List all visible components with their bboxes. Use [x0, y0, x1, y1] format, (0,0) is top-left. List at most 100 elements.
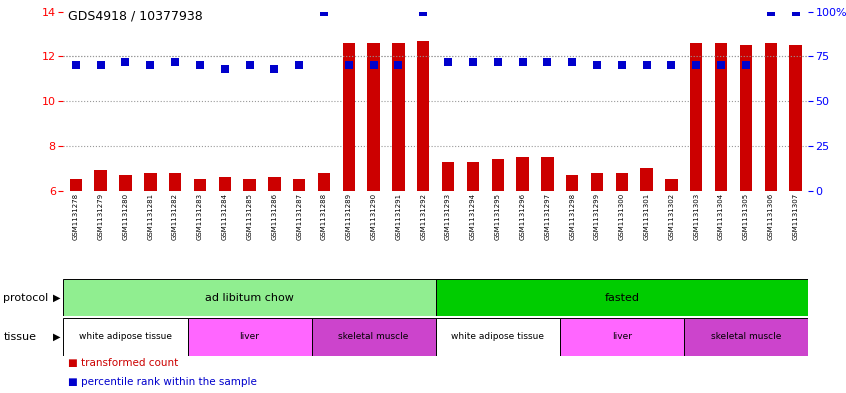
Point	[541, 59, 554, 65]
Bar	[739, 45, 752, 191]
Bar	[69, 180, 82, 191]
Text: ▶: ▶	[53, 293, 61, 303]
Bar	[318, 173, 330, 191]
Bar	[244, 180, 255, 191]
Bar	[541, 157, 553, 191]
Text: GSM1131291: GSM1131291	[395, 193, 402, 241]
Text: white adipose tissue: white adipose tissue	[451, 332, 544, 342]
Bar	[715, 43, 728, 191]
Text: ■ percentile rank within the sample: ■ percentile rank within the sample	[68, 377, 256, 387]
Point	[665, 62, 678, 68]
Point	[442, 59, 455, 65]
Point	[168, 59, 182, 65]
Point	[367, 62, 381, 68]
Text: ▶: ▶	[53, 332, 61, 342]
Bar	[417, 41, 430, 191]
Text: GSM1131287: GSM1131287	[296, 193, 302, 241]
Bar	[690, 43, 702, 191]
Text: liver: liver	[239, 332, 260, 342]
Point	[267, 66, 281, 72]
Point	[416, 9, 430, 15]
Point	[193, 62, 206, 68]
Bar	[119, 175, 132, 191]
FancyBboxPatch shape	[311, 318, 436, 356]
Bar	[194, 180, 206, 191]
FancyBboxPatch shape	[188, 318, 311, 356]
Point	[640, 62, 653, 68]
Point	[565, 59, 579, 65]
Text: liver: liver	[612, 332, 632, 342]
Bar	[616, 173, 628, 191]
FancyBboxPatch shape	[63, 279, 436, 316]
Point	[714, 62, 728, 68]
Bar	[566, 175, 579, 191]
Point	[243, 62, 256, 68]
Text: GSM1131307: GSM1131307	[793, 193, 799, 241]
Text: GSM1131281: GSM1131281	[147, 193, 153, 241]
Bar	[144, 173, 157, 191]
Point	[764, 9, 777, 15]
Text: skeletal muscle: skeletal muscle	[711, 332, 781, 342]
Text: GSM1131301: GSM1131301	[644, 193, 650, 241]
Text: GSM1131299: GSM1131299	[594, 193, 600, 241]
Bar	[591, 173, 603, 191]
Text: GSM1131305: GSM1131305	[743, 193, 749, 241]
Text: skeletal muscle: skeletal muscle	[338, 332, 409, 342]
FancyBboxPatch shape	[436, 279, 808, 316]
Text: GSM1131289: GSM1131289	[346, 193, 352, 241]
Bar	[268, 177, 281, 191]
Text: GSM1131300: GSM1131300	[618, 193, 625, 241]
Text: GSM1131295: GSM1131295	[495, 193, 501, 240]
Point	[739, 62, 753, 68]
Text: fasted: fasted	[604, 293, 640, 303]
Text: GSM1131303: GSM1131303	[693, 193, 700, 241]
Point	[118, 59, 132, 65]
Bar	[393, 43, 404, 191]
Point	[144, 62, 157, 68]
Text: GSM1131292: GSM1131292	[420, 193, 426, 240]
Bar	[765, 43, 777, 191]
Text: GSM1131280: GSM1131280	[123, 193, 129, 241]
Bar	[218, 177, 231, 191]
Point	[689, 62, 703, 68]
Text: GSM1131306: GSM1131306	[767, 193, 774, 241]
Text: GSM1131296: GSM1131296	[519, 193, 525, 241]
Point	[69, 62, 83, 68]
Text: GSM1131294: GSM1131294	[470, 193, 476, 240]
Text: protocol: protocol	[3, 293, 48, 303]
FancyBboxPatch shape	[684, 318, 808, 356]
Text: GSM1131286: GSM1131286	[272, 193, 277, 241]
Point	[94, 62, 107, 68]
Text: tissue: tissue	[3, 332, 36, 342]
Bar	[516, 157, 529, 191]
Point	[218, 66, 232, 72]
Bar	[169, 173, 181, 191]
Text: GSM1131298: GSM1131298	[569, 193, 575, 241]
Point	[788, 9, 802, 15]
Text: GDS4918 / 10377938: GDS4918 / 10377938	[68, 10, 202, 23]
Text: GSM1131288: GSM1131288	[321, 193, 327, 241]
FancyBboxPatch shape	[63, 318, 188, 356]
Point	[392, 62, 405, 68]
Text: GSM1131304: GSM1131304	[718, 193, 724, 241]
Bar	[640, 168, 653, 191]
Bar	[789, 45, 802, 191]
Text: GSM1131293: GSM1131293	[445, 193, 451, 241]
Point	[466, 59, 480, 65]
Bar	[665, 180, 678, 191]
Text: GSM1131278: GSM1131278	[73, 193, 79, 241]
Text: GSM1131290: GSM1131290	[371, 193, 376, 241]
Text: ■ transformed count: ■ transformed count	[68, 358, 178, 367]
Point	[293, 62, 306, 68]
Text: GSM1131282: GSM1131282	[172, 193, 179, 240]
Text: white adipose tissue: white adipose tissue	[79, 332, 172, 342]
Text: ad libitum chow: ad libitum chow	[205, 293, 294, 303]
Point	[516, 59, 530, 65]
Bar	[293, 180, 305, 191]
Text: GSM1131279: GSM1131279	[97, 193, 104, 241]
Point	[491, 59, 504, 65]
Text: GSM1131297: GSM1131297	[544, 193, 551, 241]
Text: GSM1131285: GSM1131285	[246, 193, 253, 240]
Bar	[467, 162, 479, 191]
Text: GSM1131302: GSM1131302	[668, 193, 674, 241]
